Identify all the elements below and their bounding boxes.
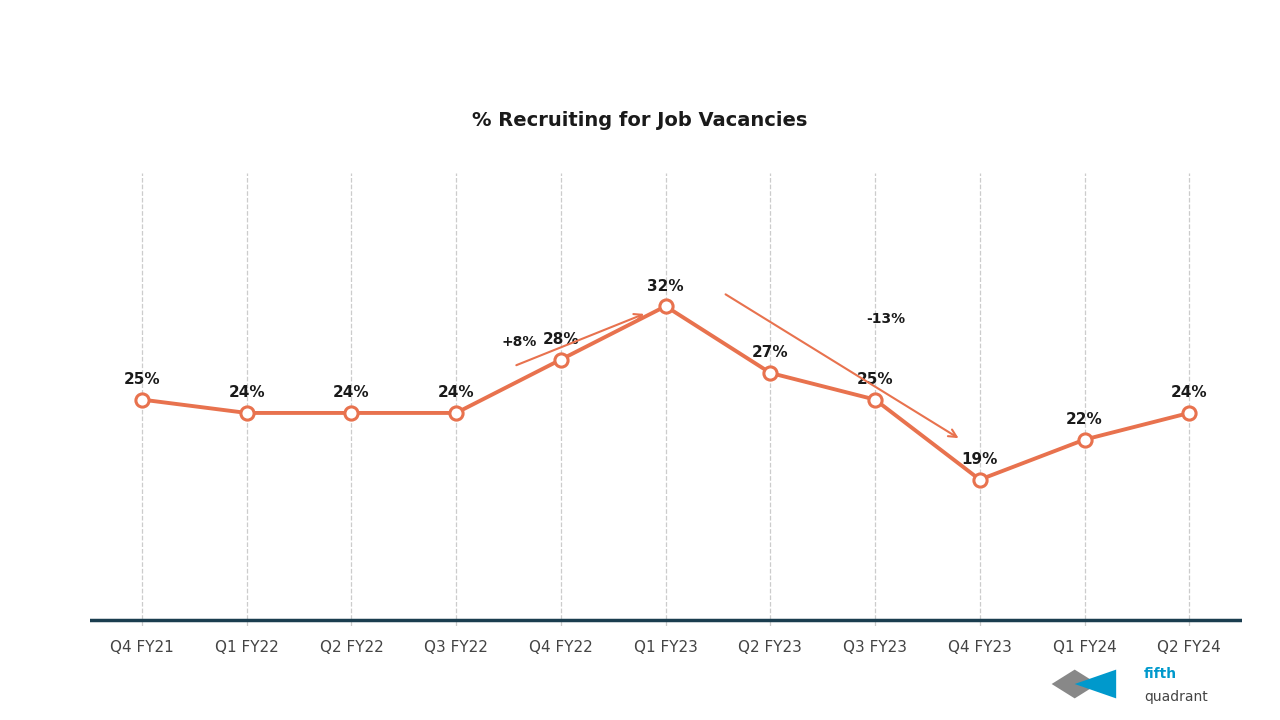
Text: 24%: 24% [438,385,475,400]
Text: % Recruiting for Job Vacancies: % Recruiting for Job Vacancies [472,111,808,130]
Point [655,300,676,312]
Text: +8%: +8% [502,335,536,349]
Point [1074,434,1094,446]
Point [445,408,466,419]
Polygon shape [1075,670,1116,698]
Polygon shape [1052,670,1098,698]
Text: 19%: 19% [961,452,998,467]
Point [237,408,257,419]
Text: Business Outlook 2024 | Job Vacancies: Business Outlook 2024 | Job Vacancies [15,29,403,47]
Point [760,367,781,379]
Text: -13%: -13% [867,312,905,326]
Point [342,408,362,419]
Text: 27%: 27% [753,346,788,361]
Text: 25%: 25% [856,372,893,387]
Text: fifth: fifth [1144,667,1176,680]
Point [865,394,886,405]
Text: 24%: 24% [333,385,370,400]
Text: 24%: 24% [228,385,265,400]
Point [1179,408,1199,419]
Point [969,474,989,485]
Text: quadrant: quadrant [1144,690,1207,703]
Text: 28%: 28% [543,332,579,347]
Text: 22%: 22% [1066,412,1103,427]
Text: 24%: 24% [1171,385,1207,400]
Point [132,394,152,405]
Text: 32%: 32% [648,279,684,294]
Text: 25%: 25% [124,372,160,387]
Point [550,354,571,365]
